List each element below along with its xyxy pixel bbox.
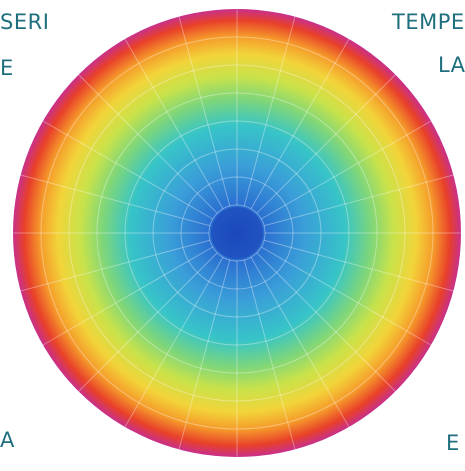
text-fragment: SERI: [0, 12, 49, 33]
text-fragment: LA: [438, 55, 465, 76]
text-fragment: TEMPE: [392, 12, 465, 33]
page: SERI E TEMPE LA A E (() => { const data …: [0, 0, 465, 471]
text-fragment: E: [446, 433, 460, 454]
text-fragment: E: [0, 58, 14, 79]
pole-cap: [211, 207, 263, 259]
polar-map: [0, 0, 465, 471]
text-fragment: A: [0, 430, 15, 451]
